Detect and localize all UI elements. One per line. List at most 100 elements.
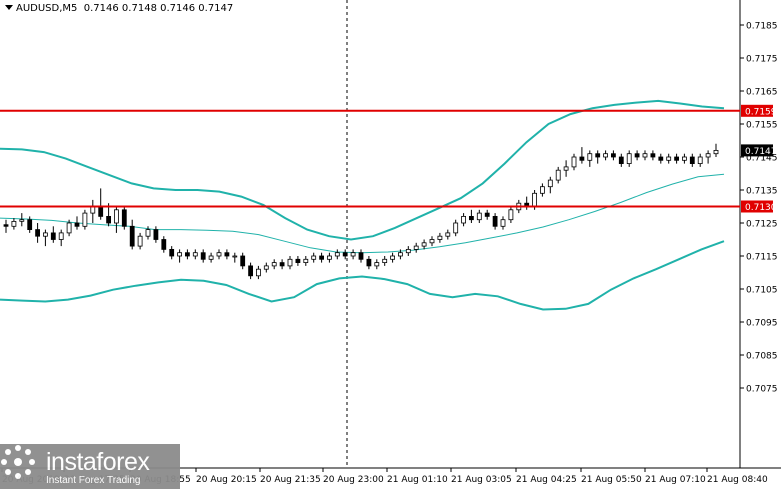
candle[interactable] (342, 249, 348, 260)
candle[interactable] (397, 249, 403, 260)
candle[interactable] (666, 153, 672, 164)
candle-body (153, 229, 159, 240)
candle-body (184, 252, 190, 257)
candle[interactable] (27, 216, 33, 233)
candle[interactable] (58, 229, 64, 247)
candle[interactable] (682, 153, 687, 164)
candle[interactable] (334, 249, 340, 260)
candle-body (240, 255, 246, 267)
candle[interactable] (650, 150, 656, 161)
candle[interactable] (547, 176, 553, 194)
candle[interactable] (263, 262, 269, 273)
candle[interactable] (50, 226, 56, 243)
candle[interactable] (405, 246, 411, 256)
candle[interactable] (476, 209, 482, 223)
brand-name: instaforex (46, 448, 150, 476)
candle[interactable] (579, 147, 585, 164)
time-tick-label: 20 Aug 20:15 (196, 475, 257, 485)
candle[interactable] (437, 232, 443, 243)
candle[interactable] (445, 229, 451, 240)
candle[interactable] (571, 153, 577, 171)
candle[interactable] (697, 153, 703, 167)
candle[interactable] (461, 213, 467, 227)
time-tick-label: 20 Aug 21:35 (260, 475, 321, 485)
candle[interactable] (66, 219, 72, 237)
candle[interactable] (524, 196, 530, 210)
candle[interactable] (19, 213, 25, 227)
candle[interactable] (713, 143, 719, 157)
candle[interactable] (11, 218, 17, 230)
candle-body (626, 153, 632, 164)
candle[interactable] (114, 206, 119, 233)
candle[interactable] (279, 259, 285, 270)
candle[interactable] (35, 223, 40, 243)
candle[interactable] (366, 256, 372, 270)
current-price-badge (741, 144, 773, 157)
dropdown-arrow-icon[interactable] (5, 5, 13, 10)
candle[interactable] (618, 153, 624, 167)
candle[interactable] (350, 249, 356, 260)
candle[interactable] (453, 219, 459, 237)
candle[interactable] (216, 249, 222, 260)
candle[interactable] (492, 213, 498, 230)
candle[interactable] (90, 199, 96, 223)
candle[interactable] (208, 252, 214, 263)
candle[interactable] (177, 249, 183, 263)
candle[interactable] (129, 219, 135, 250)
candle[interactable] (413, 242, 419, 253)
candle[interactable] (626, 150, 632, 167)
candle[interactable] (137, 232, 143, 250)
candle[interactable] (595, 150, 601, 164)
candle[interactable] (429, 236, 435, 247)
candle[interactable] (224, 249, 230, 260)
candle[interactable] (145, 226, 151, 240)
candle[interactable] (319, 252, 325, 263)
candle[interactable] (603, 150, 608, 161)
candle[interactable] (421, 239, 427, 250)
candle[interactable] (169, 246, 175, 260)
candle[interactable] (121, 206, 127, 230)
candle[interactable] (642, 150, 648, 161)
candle[interactable] (303, 256, 309, 266)
candle[interactable] (248, 262, 254, 280)
candle[interactable] (563, 160, 569, 177)
candle[interactable] (161, 236, 167, 253)
candle[interactable] (468, 209, 474, 223)
candle[interactable] (271, 259, 277, 270)
candle[interactable] (658, 153, 664, 164)
candle[interactable] (74, 216, 80, 230)
candle[interactable] (232, 252, 238, 263)
candle[interactable] (555, 166, 561, 184)
candle[interactable] (240, 252, 246, 270)
candle[interactable] (689, 153, 695, 167)
candle[interactable] (484, 209, 490, 220)
candle[interactable] (540, 183, 545, 197)
candle[interactable] (634, 150, 640, 161)
candle[interactable] (287, 256, 293, 270)
candle[interactable] (500, 216, 506, 230)
candle[interactable] (98, 188, 104, 220)
candle[interactable] (705, 150, 711, 164)
candle[interactable] (382, 256, 388, 266)
candle[interactable] (192, 249, 198, 260)
candle[interactable] (43, 229, 48, 247)
candle[interactable] (200, 249, 206, 263)
candle[interactable] (295, 256, 301, 266)
candle[interactable] (390, 252, 396, 263)
candle[interactable] (3, 219, 9, 233)
candle[interactable] (184, 249, 190, 260)
candle[interactable] (82, 209, 88, 230)
candle[interactable] (674, 153, 679, 164)
candle[interactable] (153, 226, 159, 243)
candle[interactable] (374, 259, 380, 270)
candle[interactable] (326, 252, 332, 263)
candle[interactable] (255, 265, 261, 280)
candle[interactable] (611, 150, 616, 161)
candle[interactable] (587, 150, 593, 167)
candle[interactable] (358, 249, 364, 263)
candle[interactable] (508, 206, 514, 224)
price-tick-label: 0.7125 (746, 220, 778, 230)
candle[interactable] (311, 252, 317, 263)
